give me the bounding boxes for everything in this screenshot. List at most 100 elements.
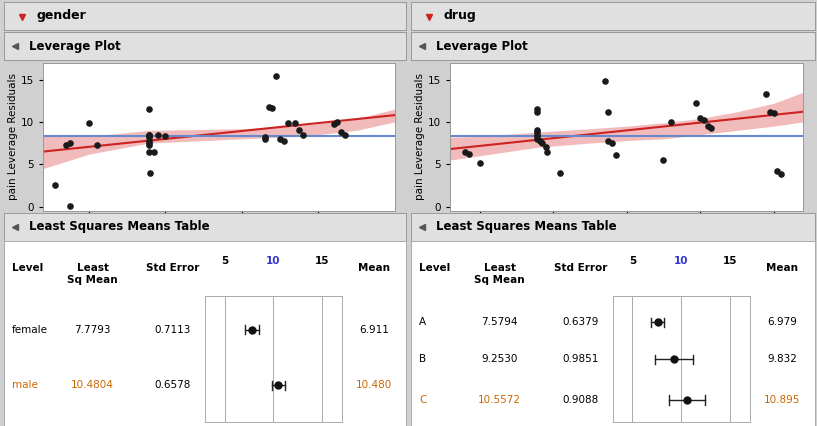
Point bbox=[760, 91, 773, 98]
Text: C: C bbox=[419, 395, 426, 405]
Point bbox=[775, 171, 788, 178]
Point bbox=[142, 137, 155, 144]
Point bbox=[83, 119, 96, 126]
Point bbox=[530, 131, 543, 138]
Text: Level: Level bbox=[12, 263, 43, 273]
Point bbox=[458, 148, 471, 155]
Point bbox=[771, 168, 784, 175]
Point bbox=[530, 108, 543, 115]
Text: 0.9088: 0.9088 bbox=[562, 395, 599, 405]
Point bbox=[705, 124, 718, 131]
X-axis label: drug Leverage, P=0.0417: drug Leverage, P=0.0417 bbox=[560, 233, 694, 243]
Text: B: B bbox=[419, 354, 426, 364]
Point bbox=[266, 105, 279, 112]
Text: 9.2530: 9.2530 bbox=[481, 354, 518, 364]
Text: 7.5794: 7.5794 bbox=[481, 317, 518, 327]
Point bbox=[530, 129, 543, 135]
Point bbox=[554, 170, 567, 176]
Point bbox=[159, 133, 172, 140]
Point bbox=[151, 131, 164, 138]
Point bbox=[142, 133, 155, 140]
Point bbox=[701, 123, 714, 130]
Point bbox=[277, 137, 290, 144]
Text: 0.6379: 0.6379 bbox=[562, 317, 599, 327]
Point bbox=[541, 148, 554, 155]
Text: drug: drug bbox=[444, 9, 476, 23]
Text: A: A bbox=[419, 317, 426, 327]
Text: 15: 15 bbox=[315, 256, 329, 265]
Text: gender: gender bbox=[36, 9, 86, 23]
Point bbox=[534, 137, 547, 144]
Text: female: female bbox=[12, 325, 48, 335]
Text: 0.7113: 0.7113 bbox=[154, 325, 191, 335]
Point bbox=[288, 119, 301, 126]
Text: Least
Sq Mean: Least Sq Mean bbox=[475, 263, 525, 285]
Point bbox=[281, 119, 294, 126]
Text: 10.4804: 10.4804 bbox=[71, 380, 114, 390]
Point bbox=[142, 106, 155, 112]
Point bbox=[530, 135, 543, 142]
Y-axis label: pain Leverage Residuals: pain Leverage Residuals bbox=[415, 73, 425, 200]
Point bbox=[297, 131, 310, 138]
Point bbox=[331, 118, 344, 125]
Point bbox=[338, 131, 351, 138]
Text: 10.5572: 10.5572 bbox=[478, 395, 521, 405]
Point bbox=[142, 140, 155, 147]
Point bbox=[144, 170, 157, 176]
Text: Leverage Plot: Leverage Plot bbox=[29, 40, 121, 52]
Text: Least Squares Means Table: Least Squares Means Table bbox=[29, 220, 210, 233]
Point bbox=[530, 127, 543, 134]
Point bbox=[48, 182, 61, 189]
Text: 9.832: 9.832 bbox=[767, 354, 797, 364]
Point bbox=[473, 160, 486, 167]
Point bbox=[258, 135, 271, 142]
Point bbox=[664, 118, 677, 125]
Point bbox=[539, 144, 552, 151]
Point bbox=[335, 129, 348, 135]
Point bbox=[64, 140, 77, 147]
Point bbox=[536, 140, 549, 147]
Text: 5: 5 bbox=[221, 256, 228, 265]
Text: 6.979: 6.979 bbox=[767, 317, 797, 327]
X-axis label: gender Leverage, P=0.0093: gender Leverage, P=0.0093 bbox=[145, 233, 292, 243]
Point bbox=[609, 152, 623, 158]
Point bbox=[694, 114, 707, 121]
Text: Least
Sq Mean: Least Sq Mean bbox=[67, 263, 118, 285]
Point bbox=[657, 157, 670, 164]
Point bbox=[292, 127, 306, 134]
Point bbox=[142, 134, 155, 141]
Text: 0.6578: 0.6578 bbox=[154, 380, 191, 390]
Point bbox=[262, 103, 275, 110]
Point bbox=[602, 137, 615, 144]
Point bbox=[598, 78, 611, 85]
Point bbox=[270, 73, 283, 80]
Text: Std Error: Std Error bbox=[554, 263, 607, 273]
Text: 10: 10 bbox=[266, 256, 281, 265]
Point bbox=[462, 151, 475, 158]
Text: male: male bbox=[12, 380, 38, 390]
Point bbox=[142, 131, 155, 138]
Point bbox=[530, 106, 543, 112]
Text: 15: 15 bbox=[723, 256, 738, 265]
Text: Mean: Mean bbox=[766, 263, 798, 273]
Text: 0.9851: 0.9851 bbox=[562, 354, 599, 364]
Text: 10: 10 bbox=[674, 256, 689, 265]
Text: 6.911: 6.911 bbox=[359, 325, 389, 335]
Point bbox=[142, 148, 155, 155]
Point bbox=[142, 131, 155, 138]
Y-axis label: pain Leverage Residuals: pain Leverage Residuals bbox=[8, 73, 18, 200]
Point bbox=[767, 110, 780, 117]
Text: Level: Level bbox=[419, 263, 450, 273]
Point bbox=[258, 134, 271, 141]
Point bbox=[60, 141, 73, 148]
Point bbox=[142, 141, 155, 148]
Point bbox=[148, 148, 161, 155]
Text: Least Squares Means Table: Least Squares Means Table bbox=[436, 220, 617, 233]
Text: Leverage Plot: Leverage Plot bbox=[436, 40, 528, 52]
Point bbox=[690, 100, 703, 106]
Point bbox=[90, 141, 103, 148]
Text: Std Error: Std Error bbox=[146, 263, 199, 273]
Point bbox=[327, 120, 340, 127]
Point bbox=[605, 140, 618, 147]
Text: 10.480: 10.480 bbox=[355, 380, 392, 390]
